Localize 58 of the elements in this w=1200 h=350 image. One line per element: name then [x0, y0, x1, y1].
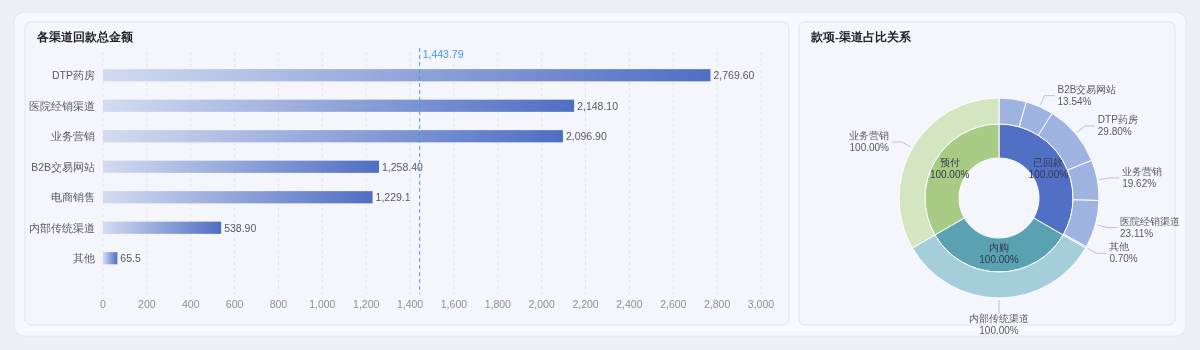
slice-label: 内部传统渠道	[969, 313, 1029, 324]
x-tick-label: 200	[138, 298, 156, 310]
chart-title: 款项-渠道占比关系	[810, 30, 912, 43]
x-tick-label: 600	[225, 298, 244, 310]
x-tick-label: 3,000	[747, 298, 775, 310]
slice-label: 医院经销渠道	[1120, 215, 1181, 227]
x-tick-label: 2,400	[616, 298, 643, 310]
bar	[103, 99, 575, 112]
data-label: 2,096.90	[565, 130, 607, 143]
data-label: 100.00%	[979, 254, 1019, 265]
slice-label: 预付	[939, 156, 960, 168]
data-label: 65.5	[120, 252, 141, 265]
bar	[103, 191, 373, 204]
x-tick-label: 0	[100, 298, 107, 310]
data-label: 100.00%	[979, 325, 1019, 336]
slice-label: 内购	[989, 242, 1009, 253]
slice-label: 其他	[1109, 241, 1130, 253]
data-label: 1,229.1	[375, 191, 411, 204]
slice-label: DTP药房	[1097, 114, 1138, 126]
x-tick-label: 1,400	[396, 298, 424, 310]
data-label: 100.00%	[849, 142, 890, 153]
data-label: 13.54%	[1057, 95, 1092, 107]
data-label: 2,769.60	[713, 69, 755, 82]
y-tick-label: 医院经销渠道	[29, 99, 95, 112]
x-tick-label: 400	[181, 298, 200, 310]
slice-label: 已回款	[1033, 156, 1064, 168]
slice-label: 业务营销	[1122, 165, 1163, 177]
data-label: 29.80%	[1097, 126, 1132, 138]
bar	[103, 221, 222, 234]
x-tick-label: 2,200	[572, 298, 599, 310]
slice-label: B2B交易网站	[1057, 83, 1117, 95]
bar	[103, 160, 380, 173]
y-tick-label: 电商销售	[51, 191, 95, 204]
x-tick-label: 1,800	[484, 298, 512, 310]
bar	[103, 69, 711, 82]
ref-line-label: 1,443.79	[422, 48, 464, 60]
x-tick-label: 1,200	[353, 298, 380, 310]
data-label: 19.62%	[1122, 177, 1157, 189]
chart-title: 各渠道回款总金额	[36, 30, 134, 44]
y-tick-label: DTP药房	[52, 69, 95, 82]
data-label: 23.11%	[1120, 227, 1154, 239]
x-tick-label: 1,000	[309, 298, 336, 310]
data-label: 1,258.40	[382, 160, 424, 173]
slice-label: 业务营销	[849, 130, 890, 141]
y-tick-label: 内部传统渠道	[29, 221, 95, 234]
data-label: 2,148.10	[577, 99, 619, 112]
bar	[103, 252, 118, 265]
y-tick-label: B2B交易网站	[31, 160, 95, 173]
x-tick-label: 2,600	[660, 298, 687, 310]
data-label: 538.90	[224, 221, 257, 234]
data-label: 0.70%	[1109, 253, 1138, 265]
x-tick-label: 2,000	[528, 298, 555, 310]
x-tick-label: 1,600	[440, 298, 468, 310]
bar	[103, 130, 563, 143]
y-tick-label: 业务营销	[51, 130, 95, 143]
x-tick-label: 2,800	[703, 298, 731, 310]
y-tick-label: 其他	[73, 252, 95, 265]
x-tick-label: 800	[269, 298, 288, 310]
